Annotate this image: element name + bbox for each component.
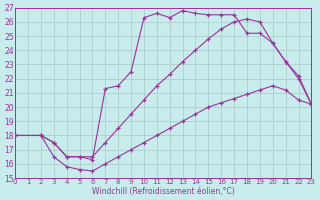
X-axis label: Windchill (Refroidissement éolien,°C): Windchill (Refroidissement éolien,°C) xyxy=(92,187,235,196)
